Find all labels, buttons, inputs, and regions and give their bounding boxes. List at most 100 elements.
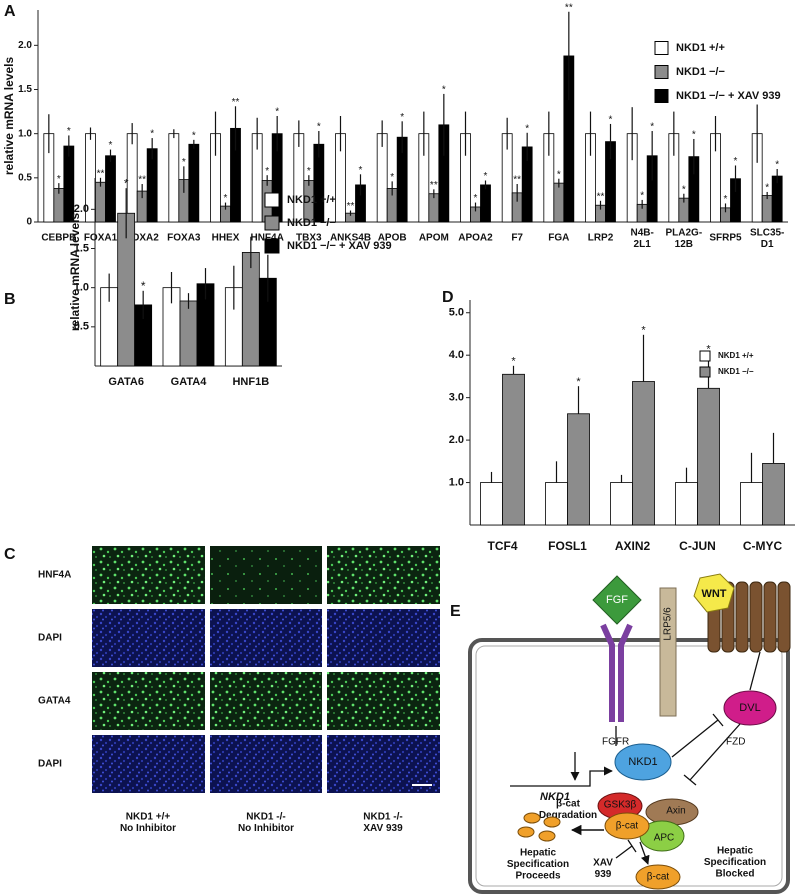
significance-label: ** [430, 180, 438, 191]
x-tick-label: FOXA1 [84, 233, 118, 244]
micrograph [92, 546, 205, 604]
bar [480, 184, 491, 223]
bar [168, 133, 180, 223]
significance-label: ** [565, 2, 573, 13]
lrp-label: LRP5/6 [663, 607, 674, 641]
significance-label: * [765, 183, 769, 194]
legend-swatch [654, 41, 669, 55]
x-tick-label: CEBPB [41, 233, 76, 244]
bar [567, 413, 590, 526]
significance-label: * [359, 165, 363, 176]
bar [762, 463, 785, 526]
nkd1-gene-label: NKD1 [540, 791, 570, 803]
bar [126, 133, 138, 223]
significance-label: * [682, 184, 686, 195]
micrograph [210, 609, 322, 667]
dvl-label: DVL [739, 702, 760, 714]
wnt-label: WNT [701, 588, 726, 600]
free-beta-cat-label: β-cat [647, 872, 670, 883]
significance-label: * [525, 123, 529, 134]
apc-label: APC [654, 833, 675, 844]
bar [761, 195, 773, 223]
significance-label: * [484, 171, 488, 182]
legend-label: NKD1 −/− [676, 66, 725, 78]
micrograph [210, 546, 322, 604]
legend-swatch [654, 65, 669, 79]
legend-label: NKD1 −/− [287, 217, 336, 229]
significance-label: ** [97, 168, 105, 179]
legend-swatch [699, 350, 711, 362]
fgfr-receptor [600, 623, 633, 722]
panel-label: C [4, 546, 16, 563]
x-tick-label: AXIN2 [615, 539, 651, 553]
micrograph [327, 672, 440, 730]
image-grid: HNF4A DAPI GATA4 DAPI NKD1 +/+ No Inhibit… [38, 546, 440, 833]
legend-swatch [264, 238, 280, 254]
arrow [510, 766, 613, 787]
significance-label: ** [138, 175, 146, 186]
x-tick-label: SLC35-D1 [750, 227, 784, 250]
significance-label: ** [232, 97, 240, 108]
y-axis-label: relative mRNA levels [68, 213, 82, 332]
nkd1-node [614, 743, 672, 781]
panel-label: B [4, 291, 16, 308]
panel-label: E [450, 603, 461, 620]
y-tick-label: 1.0 [74, 282, 89, 294]
significance-label: * [141, 279, 146, 293]
x-tick-label: GATA6 [108, 376, 144, 388]
significance-label: * [557, 169, 561, 180]
significance-label: * [734, 156, 738, 167]
significance-label: * [724, 194, 728, 205]
x-tick-label: C-MYC [743, 539, 783, 553]
x-tick-label: GATA4 [171, 376, 208, 388]
significance-label: * [57, 174, 61, 185]
x-tick-label: C-JUN [679, 539, 716, 553]
bar-chart: 1.0 2.0 3.0 4.0 5.0 TCF4 * FOSL1 * AXIN2 * C-JUN * C-… [449, 300, 795, 553]
y-tick-label: 1.5 [74, 242, 89, 254]
legend-swatch [654, 89, 669, 103]
x-tick-label: APOA2 [458, 233, 493, 244]
significance-label: * [150, 129, 154, 140]
legend-swatch [699, 366, 711, 378]
connector [749, 651, 761, 691]
significance-label: * [124, 176, 129, 190]
x-tick-label: FGA [548, 233, 569, 244]
y-tick-label: 3.0 [449, 392, 464, 404]
y-tick-label: 2.0 [74, 203, 89, 215]
legend-label: NKD1 +/+ [718, 351, 754, 360]
x-tick-label: SFRP5 [709, 233, 742, 244]
column-label: NKD1 -/-No Inhibitor [238, 811, 294, 834]
x-tick-label: TCF4 [488, 539, 518, 553]
bar [241, 252, 260, 367]
significance-label: * [692, 130, 696, 141]
lrp-coreceptor [659, 587, 677, 717]
significance-label: ** [597, 191, 605, 202]
x-tick-label: F7 [511, 233, 523, 244]
bar [545, 482, 568, 526]
bar [502, 373, 525, 526]
degraded-beta-cat [517, 812, 561, 842]
panel-label: A [4, 3, 16, 20]
significance-label: * [576, 376, 581, 388]
significance-label: * [442, 85, 446, 96]
bar [480, 482, 503, 526]
y-tick-label: 2.0 [18, 40, 32, 51]
bar [188, 143, 200, 223]
significance-label: * [109, 140, 113, 151]
bar [553, 182, 565, 223]
panel-label: D [442, 289, 454, 306]
y-tick-label: 1.0 [449, 476, 464, 488]
micrograph [327, 546, 440, 604]
significance-label: * [307, 166, 311, 177]
bar [697, 387, 720, 526]
gsk3b-label: GSK3β [604, 800, 637, 811]
wnt-ligand [693, 573, 735, 613]
nkd1-label: NKD1 [628, 756, 657, 768]
x-tick-label: APOB [378, 233, 407, 244]
micrograph [210, 672, 322, 730]
x-tick-label: N4B-2L1 [630, 227, 653, 250]
x-tick-label: PLA2G-12B [665, 227, 702, 250]
degradation-label: β-cat Degradation [539, 798, 597, 821]
